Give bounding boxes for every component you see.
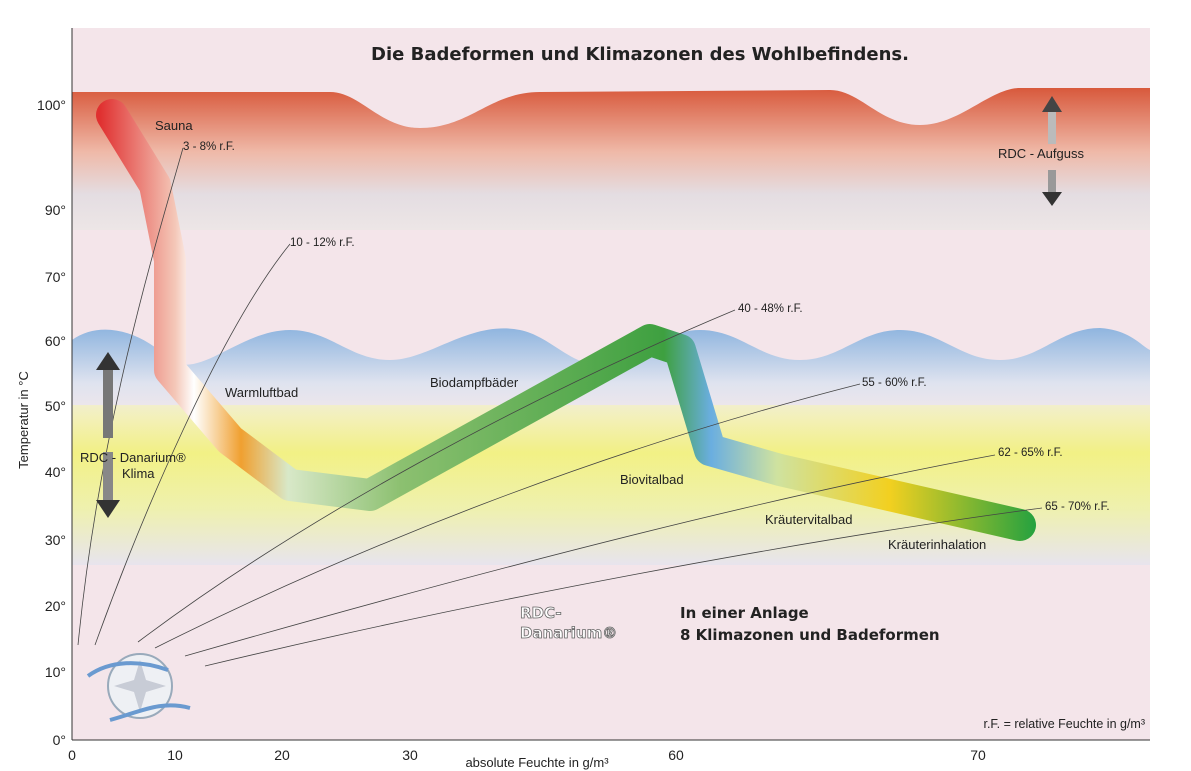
x-tick-label: 10 [167, 747, 183, 763]
x-tick-label: 20 [274, 747, 290, 763]
zone-label: Sauna [155, 118, 193, 133]
zone-label: Biovitalbad [620, 472, 684, 487]
y-tick-label: 0° [53, 732, 66, 748]
x-axis-label: absolute Feuchte in g/m³ [465, 755, 609, 770]
humidity-label: 10 - 12% r.F. [290, 237, 355, 249]
footnote: r.F. = relative Feuchte in g/m³ [983, 717, 1145, 731]
y-tick-label: 90° [45, 202, 66, 218]
y-tick-label: 10° [45, 664, 66, 680]
title: Die Badeformen und Klimazonen des Wohlbe… [371, 44, 909, 65]
x-tick-label: 0 [68, 747, 76, 763]
humidity-label: 65 - 70% r.F. [1045, 501, 1110, 513]
humidity-label: 62 - 65% r.F. [998, 447, 1063, 459]
zone-label: Kräutervitalbad [765, 512, 852, 527]
slogan: 8 Klimazonen und Badeformen [680, 626, 940, 644]
y-tick-label: 50° [45, 398, 66, 414]
humidity-label: 55 - 60% r.F. [862, 377, 927, 389]
danarium-label: Klima [122, 466, 155, 481]
y-tick-label: 30° [45, 532, 66, 548]
brand: Danarium® [520, 624, 617, 642]
y-tick-label: 20° [45, 598, 66, 614]
y-tick-label: 60° [45, 333, 66, 349]
brand: RDC- [520, 604, 562, 622]
diagram: Die Badeformen und Klimazonen des Wohlbe… [0, 0, 1191, 771]
zone-label: Biodampfbäder [430, 375, 519, 390]
x-tick-label: 30 [402, 747, 418, 763]
aufguss-label: RDC - Aufguss [998, 146, 1084, 161]
danarium-label: RDC - Danarium® [80, 450, 186, 465]
x-tick-label: 60 [668, 747, 684, 763]
y-tick-label: 100° [37, 97, 66, 113]
y-tick-label: 70° [45, 269, 66, 285]
zone-label: Warmluftbad [225, 385, 298, 400]
y-axis-label: Temperatur in °C [16, 371, 31, 469]
zone-label: Kräuterinhalation [888, 537, 986, 552]
humidity-label: 3 - 8% r.F. [183, 141, 235, 153]
x-tick-label: 70 [970, 747, 986, 763]
slogan: In einer Anlage [680, 604, 809, 622]
hot-zone [72, 88, 1150, 230]
y-tick-label: 40° [45, 464, 66, 480]
humidity-label: 40 - 48% r.F. [738, 303, 803, 315]
